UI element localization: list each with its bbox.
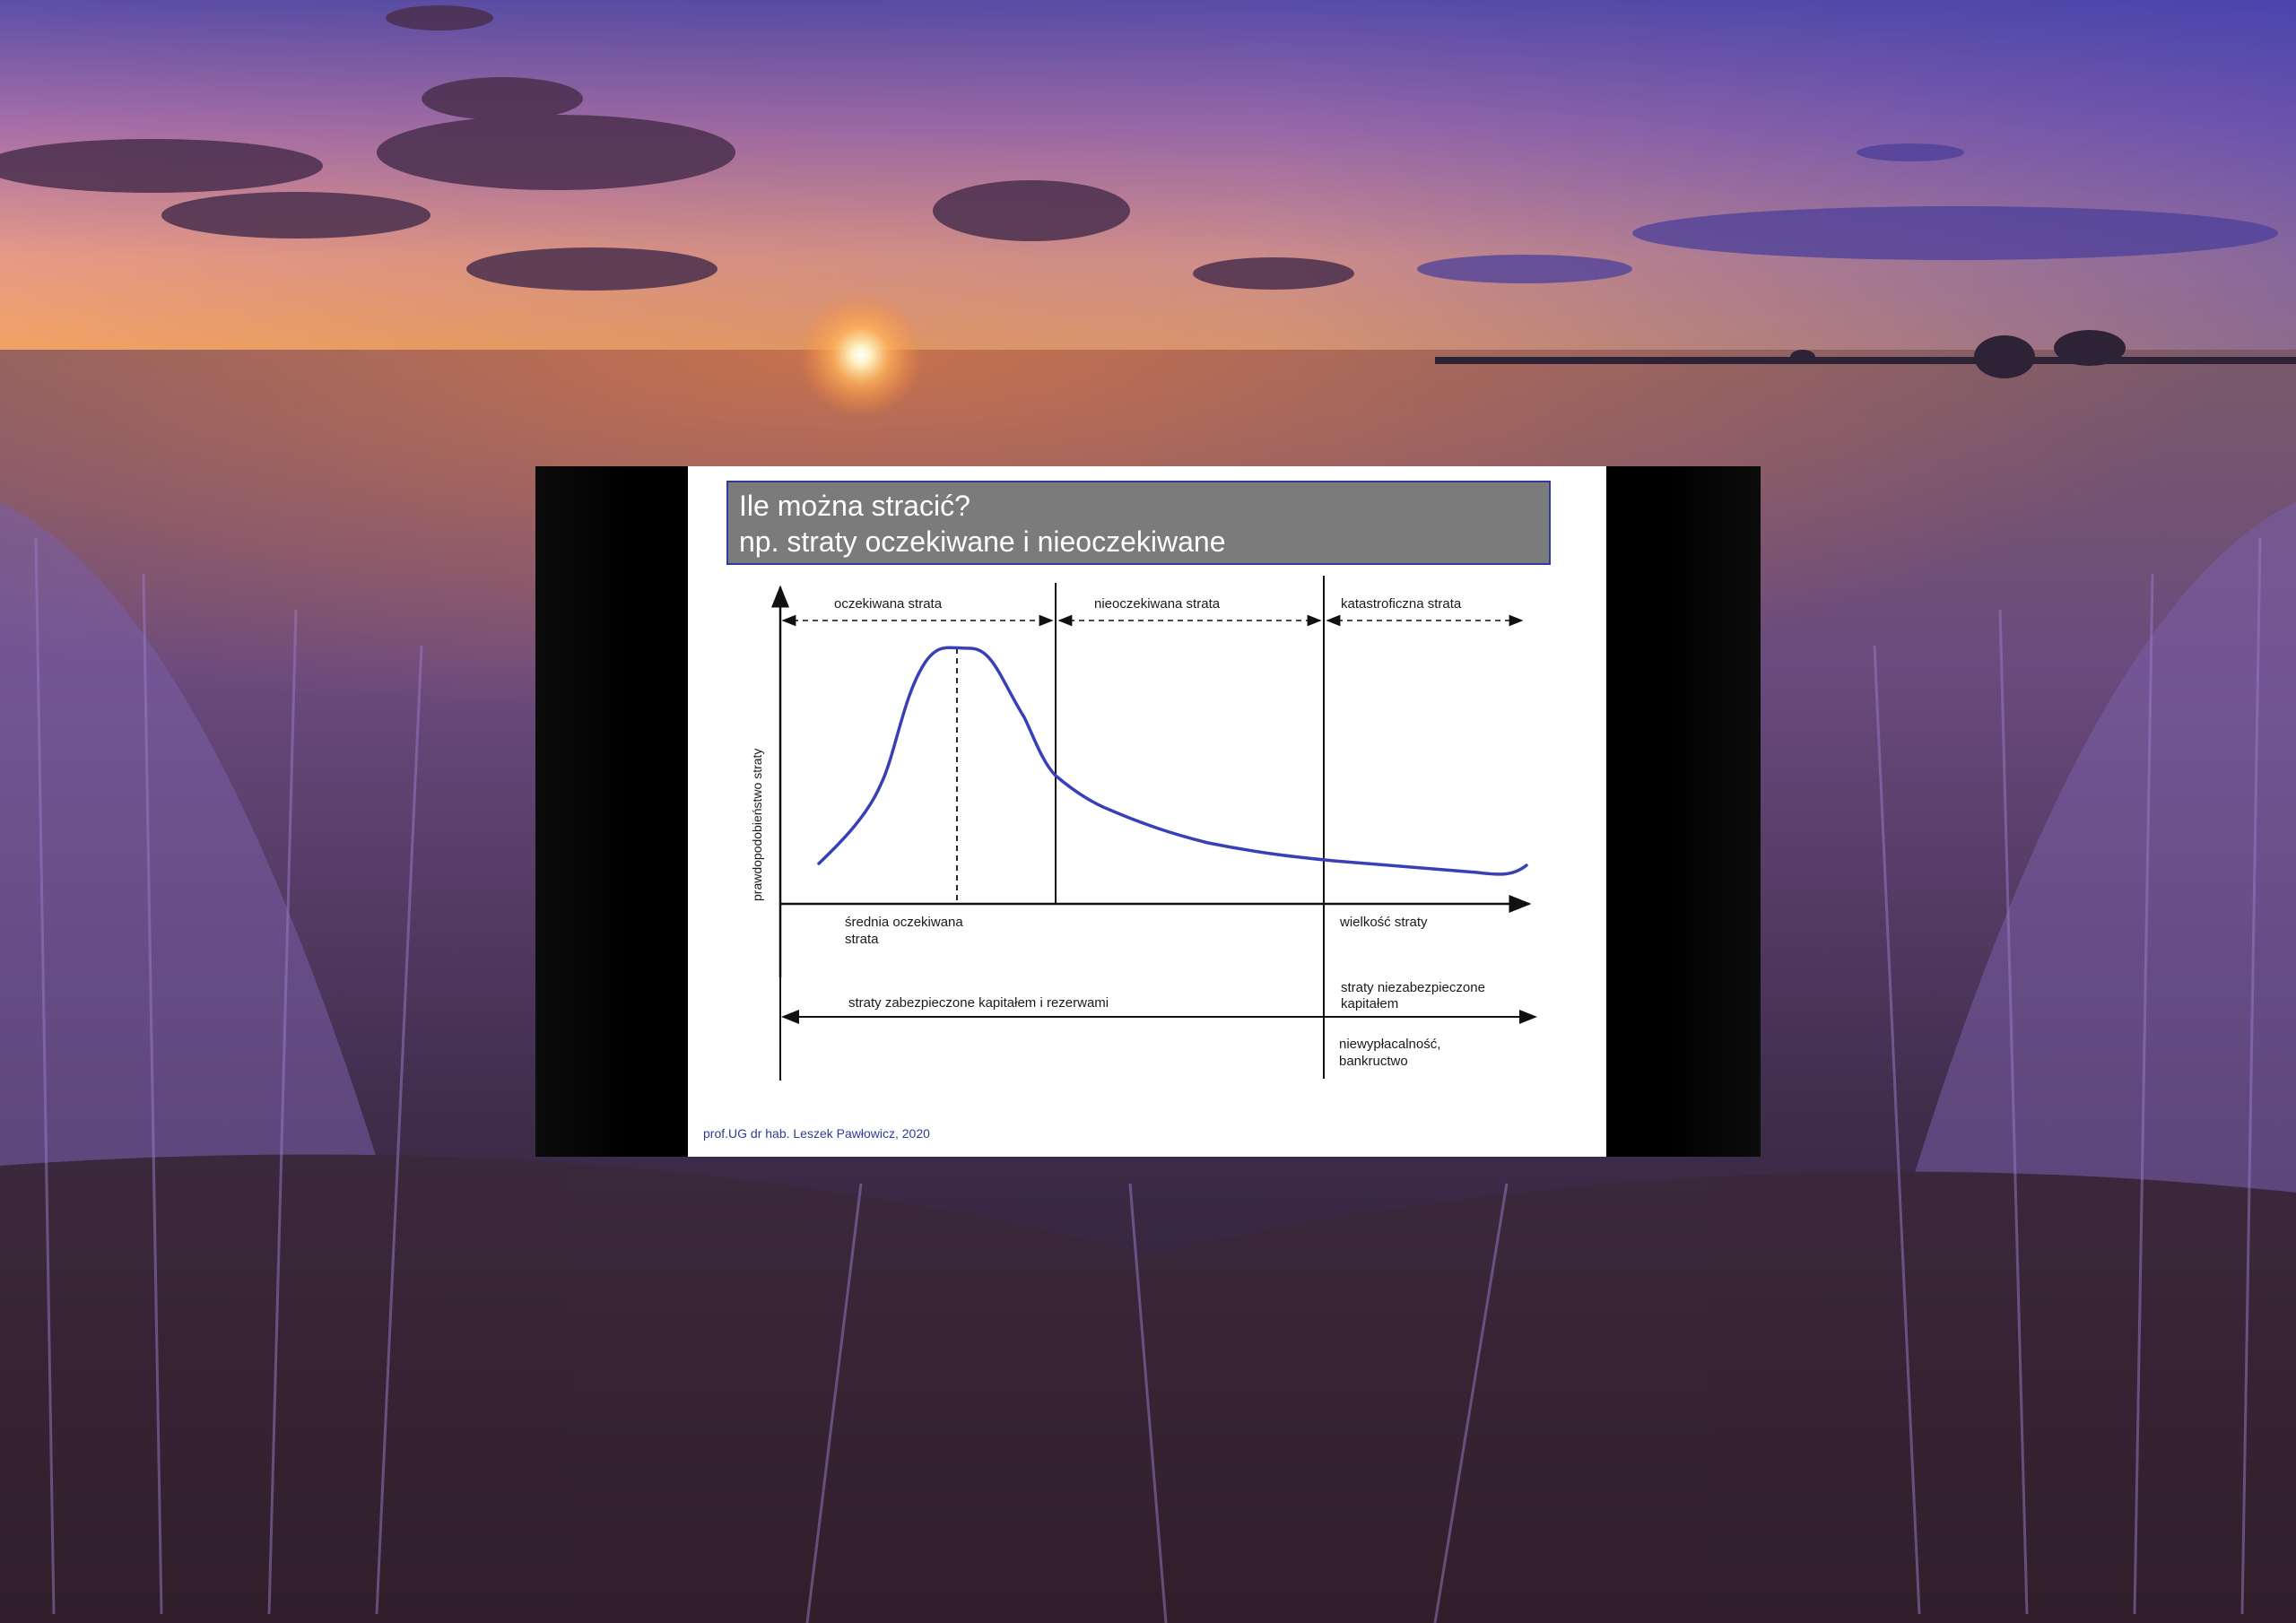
slide-title-line2: np. straty oczekiwane i nieoczekiwane [739, 525, 1226, 558]
insolvency-label-line1: niewypłacalność, [1339, 1037, 1440, 1052]
loss-distribution-diagram: oczekiwana strata nieoczekiwana strata k… [750, 576, 1537, 1081]
slide-footer: prof.UG dr hab. Leszek Pawłowicz, 2020 [703, 1126, 930, 1141]
insolvency-label-line2: bankructwo [1339, 1054, 1408, 1069]
uncovered-label-line1: straty niezabezpieczone [1341, 980, 1485, 995]
slide: oczekiwana strata nieoczekiwana strata k… [688, 466, 1606, 1157]
x-axis-label: wielkość straty [1339, 915, 1428, 930]
presentation-window[interactable]: oczekiwana strata nieoczekiwana strata k… [535, 466, 1761, 1157]
band-label-unexpected: nieoczekiwana strata [1094, 596, 1221, 612]
y-axis-label: prawdopodobieństwo straty [750, 749, 764, 901]
letterbox-right [1608, 466, 1761, 1157]
uncovered-label-line2: kapitałem [1341, 996, 1398, 1011]
letterbox-left [535, 466, 688, 1157]
loss-distribution-curve [817, 646, 1528, 876]
slide-title-line1: Ile można stracić? [739, 490, 970, 522]
covered-losses-label: straty zabezpieczone kapitałem i rezerwa… [848, 995, 1109, 1011]
slide-title: Ile można stracić? np. straty oczekiwane… [726, 481, 1551, 565]
band-label-expected: oczekiwana strata [834, 596, 943, 612]
mean-label-line1: średnia oczekiwana [845, 915, 963, 930]
mean-label-line2: strata [845, 932, 879, 947]
band-label-catastrophic: katastroficzna strata [1341, 596, 1462, 612]
